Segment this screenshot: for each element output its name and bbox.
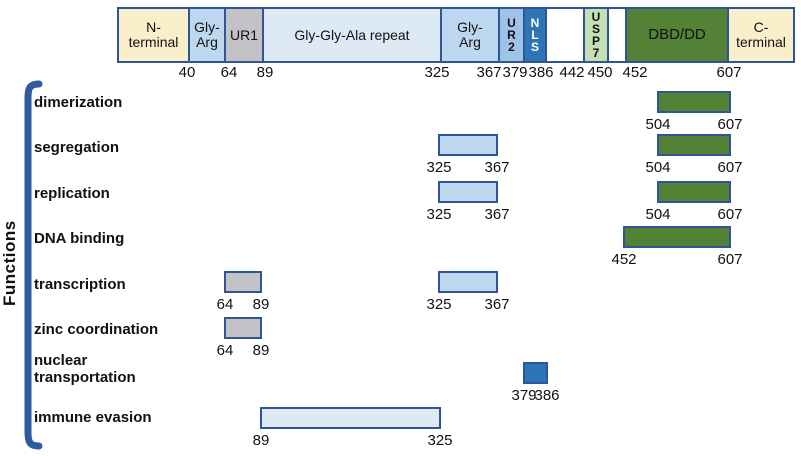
range-start: 504 — [645, 159, 671, 176]
function-label-replication: replication — [34, 185, 110, 202]
range-end: 367 — [484, 296, 510, 313]
function-label-immune-evasion: immune evasion — [34, 409, 152, 426]
range-box-replication-325-367: 325 367 — [426, 181, 510, 223]
function-label-segregation: segregation — [34, 139, 120, 156]
domain-segment-usp7: U S P 7 — [583, 9, 607, 61]
range-box-segregation-504-607: 504 607 — [645, 134, 743, 176]
range-start: 325 — [426, 206, 452, 223]
range-end: 607 — [717, 251, 743, 268]
function-label-dimerization: dimerization — [34, 94, 123, 111]
function-label-zinc-coordination: zinc coordination — [34, 321, 159, 338]
range-box-dimerization-504-607: 504 607 — [645, 91, 743, 133]
range-start: 379 — [511, 387, 537, 404]
boundary-tick-607: 607 — [716, 64, 742, 81]
range-box-zinc-coordination-64-89: 64 89 — [217, 317, 269, 359]
range-start: 89 — [252, 432, 270, 449]
function-label-dna-binding: DNA binding — [34, 230, 125, 247]
range-start: 64 — [216, 342, 234, 359]
domain-segment-gga-repeat: Gly-Gly-Ala repeat — [262, 9, 440, 61]
range-box-replication-504-607: 504 607 — [645, 181, 743, 223]
range-start: 325 — [426, 296, 452, 313]
domain-segment-gly-arg-2: Gly- Arg — [440, 9, 498, 61]
function-label-nuclear-transportation: nuclear transportation — [34, 352, 136, 386]
range-box-nuclear-transportation-379-386: 379 386 — [511, 362, 560, 404]
range-end: 367 — [484, 159, 510, 176]
domain-segment-dbd-dd: DBD/DD — [625, 9, 727, 61]
range-start: 504 — [645, 206, 671, 223]
range-end: 607 — [717, 116, 743, 133]
boundary-tick-367: 367 — [476, 64, 502, 81]
range-box-dna-binding-452-607: 452 607 — [611, 226, 743, 268]
domain-segment-gly-arg-1: Gly- Arg — [188, 9, 224, 61]
functions-axis-label: Functions — [0, 220, 19, 306]
functions-bracket — [24, 80, 43, 450]
range-box-immune-evasion-89-325: 89 325 — [253, 407, 453, 449]
range-end: 367 — [484, 206, 510, 223]
domain-segment-nls: N L S — [523, 9, 545, 61]
range-start: 64 — [216, 296, 234, 313]
range-start: 504 — [645, 116, 671, 133]
boundary-tick-386: 386 — [528, 64, 554, 81]
domain-segment-gap-1 — [545, 9, 583, 61]
domain-segment-ur2: U R 2 — [498, 9, 523, 61]
range-box-transcription-64-89: 64 89 — [217, 271, 269, 313]
range-end: 89 — [252, 296, 270, 313]
domain-segment-c-terminal: C- terminal — [727, 9, 793, 61]
boundary-tick-452: 452 — [622, 64, 648, 81]
boundary-tick-442: 442 — [559, 64, 585, 81]
range-end: 607 — [717, 159, 743, 176]
boundary-tick-40: 40 — [178, 64, 196, 81]
range-end: 325 — [427, 432, 453, 449]
range-box-transcription-325-367: 325 367 — [426, 271, 510, 313]
boundary-tick-450: 450 — [587, 64, 613, 81]
boundary-tick-379: 379 — [502, 64, 528, 81]
range-end: 386 — [534, 387, 560, 404]
domain-segment-n-terminal: N- terminal — [119, 9, 188, 61]
boundary-tick-325: 325 — [424, 64, 450, 81]
range-end: 89 — [252, 342, 270, 359]
function-label-transcription: transcription — [34, 276, 126, 293]
domain-segment-gap-2 — [607, 9, 625, 61]
range-start: 452 — [611, 251, 637, 268]
boundary-tick-89: 89 — [256, 64, 274, 81]
range-box-segregation-325-367: 325 367 — [426, 134, 510, 176]
range-end: 607 — [717, 206, 743, 223]
range-start: 325 — [426, 159, 452, 176]
domain-segment-ur1: UR1 — [224, 9, 262, 61]
boundary-tick-64: 64 — [220, 64, 238, 81]
protein-domain-bar: N- terminal Gly- Arg UR1 Gly-Gly-Ala rep… — [117, 7, 795, 63]
